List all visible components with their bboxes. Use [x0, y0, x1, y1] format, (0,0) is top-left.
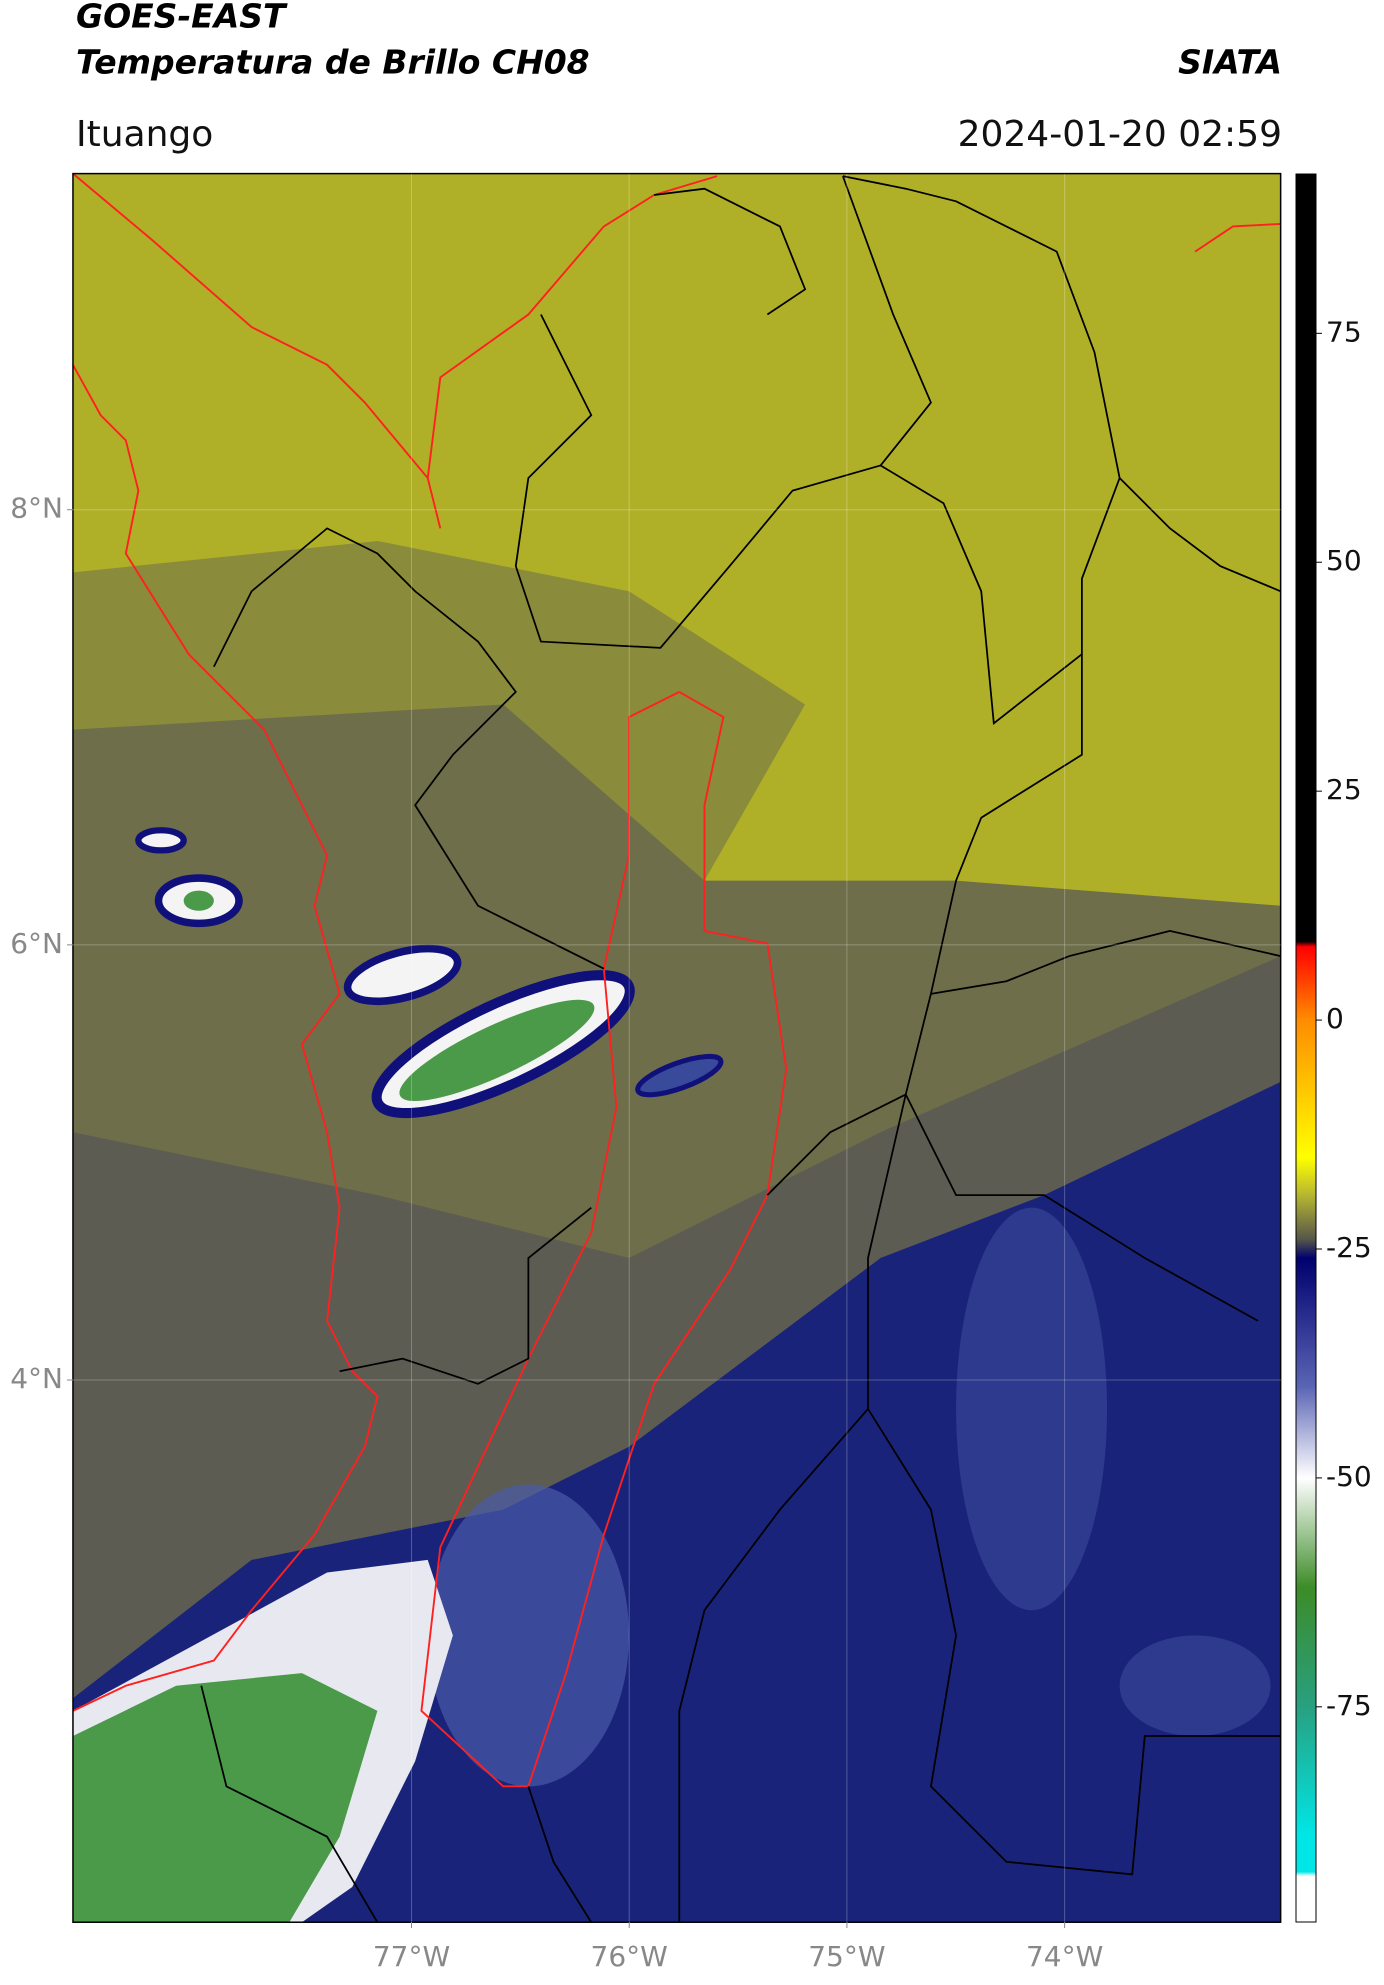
title: GOES-EAST	[76, 0, 288, 36]
colorbar-tick-label: -50	[1326, 1460, 1372, 1493]
y-tick-label: 8°N	[10, 492, 63, 525]
x-tick-label: 74°W	[1026, 1940, 1103, 1973]
colorbar-tick-label: -25	[1326, 1231, 1372, 1264]
colorbar	[1295, 173, 1317, 1923]
colorbar-tick-label: 25	[1326, 773, 1362, 806]
map-image	[72, 172, 1282, 1923]
x-tick-label: 77°W	[373, 1940, 450, 1973]
subtitle: Temperatura de Brillo CH08	[76, 43, 590, 82]
x-tick-label: 75°W	[808, 1940, 885, 1973]
colorbar-tick-label: 75	[1326, 315, 1362, 348]
location: Ituango	[76, 114, 213, 155]
y-tick-label: 6°N	[10, 927, 63, 960]
colorbar-tick-label: 50	[1326, 544, 1362, 577]
colorbar-tick-label: -75	[1326, 1689, 1372, 1722]
source: SIATA	[1178, 43, 1282, 82]
y-tick-label: 4°N	[10, 1362, 63, 1395]
x-tick-label: 76°W	[591, 1940, 668, 1973]
datetime: 2024-01-20 02:59	[958, 114, 1282, 155]
colorbar-tick-label: 0	[1326, 1002, 1344, 1035]
